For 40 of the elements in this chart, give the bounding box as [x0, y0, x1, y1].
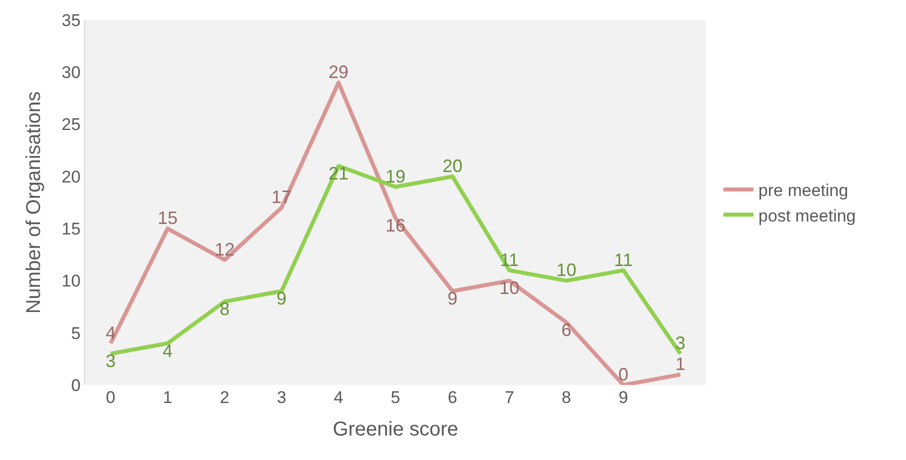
data-label: 10	[499, 278, 520, 298]
x-tick-label: 5	[390, 388, 400, 407]
data-label: 11	[614, 250, 633, 270]
y-tick-label: 30	[62, 63, 81, 82]
x-tick-label: 6	[448, 388, 458, 407]
y-tick-label: 25	[62, 115, 81, 134]
x-tick-label: 4	[334, 388, 344, 407]
x-tick-label: 9	[618, 388, 628, 407]
data-label: 8	[220, 299, 230, 320]
data-label: 9	[447, 288, 458, 309]
y-tick-label: 20	[62, 167, 81, 186]
x-tick-label: 3	[276, 388, 286, 407]
data-label: 4	[106, 322, 116, 343]
data-label: 10	[556, 260, 576, 280]
x-tick-label: 0	[106, 388, 116, 407]
x-tick-label: 2	[220, 388, 230, 407]
y-tick-label: 15	[62, 220, 81, 239]
x-tick-label: 7	[504, 388, 514, 407]
data-label: 3	[106, 351, 116, 372]
data-label: 29	[328, 62, 349, 82]
y-tick-label: 35	[62, 10, 81, 30]
y-tick-label: 5	[71, 324, 81, 343]
y-tick-label: 10	[62, 272, 81, 291]
data-label: 4	[162, 340, 173, 361]
data-label: 15	[158, 208, 178, 228]
legend-label: post meeting	[758, 206, 856, 226]
data-label: 0	[618, 364, 628, 384]
x-tick-label: 1	[162, 388, 172, 407]
data-label: 12	[214, 239, 235, 260]
data-label: 9	[276, 288, 287, 309]
y-tick-label: 0	[71, 376, 81, 395]
x-axis-title: Greenie score	[332, 418, 458, 440]
data-label: 20	[442, 156, 462, 176]
data-label: 6	[561, 320, 572, 340]
x-tick-label: 8	[562, 388, 572, 407]
legend-label: pre meeting	[758, 181, 848, 200]
data-label: 1	[675, 354, 686, 374]
data-label: 3	[675, 333, 686, 354]
data-label: 19	[385, 166, 406, 186]
y-axis-title: Number of Organisations	[23, 91, 46, 314]
